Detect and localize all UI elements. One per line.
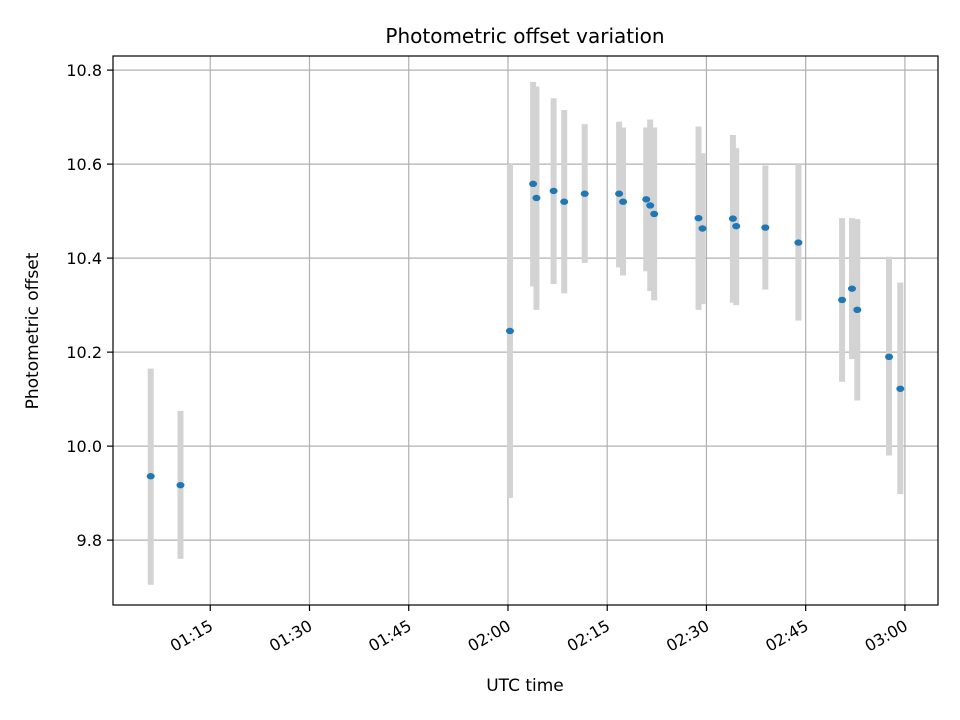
y-tick-label: 10.4 bbox=[66, 249, 102, 268]
data-point bbox=[505, 327, 514, 335]
data-point bbox=[698, 225, 707, 232]
data-point bbox=[794, 239, 803, 246]
data-point bbox=[694, 214, 703, 222]
data-point bbox=[615, 190, 624, 197]
y-tick-label: 10.2 bbox=[66, 343, 102, 362]
data-point bbox=[529, 180, 538, 188]
data-point bbox=[532, 194, 541, 202]
data-point bbox=[549, 187, 558, 195]
data-point bbox=[732, 222, 741, 230]
data-point bbox=[560, 198, 569, 205]
data-point bbox=[646, 202, 655, 209]
data-point bbox=[885, 353, 894, 361]
data-point bbox=[619, 198, 628, 205]
data-point bbox=[580, 190, 589, 197]
data-point bbox=[176, 481, 185, 489]
data-point bbox=[642, 196, 651, 203]
data-point bbox=[761, 224, 770, 231]
chart-title: Photometric offset variation bbox=[385, 24, 664, 48]
y-axis: 9.8 10.0 10.2 10.4 10.6 10.8 bbox=[66, 61, 113, 550]
y-tick-label: 10.0 bbox=[66, 437, 102, 456]
data-points bbox=[146, 180, 905, 489]
x-axis-title: UTC time bbox=[486, 676, 564, 696]
data-point bbox=[853, 306, 862, 314]
data-point bbox=[728, 215, 737, 222]
data-point bbox=[847, 285, 856, 292]
y-axis-title: Photometric offset bbox=[23, 252, 43, 409]
y-tick-label: 10.8 bbox=[66, 61, 102, 80]
y-tick-label: 9.8 bbox=[77, 531, 102, 550]
y-tick-label: 10.6 bbox=[66, 155, 102, 174]
plot-frame bbox=[112, 55, 939, 606]
data-point bbox=[146, 473, 155, 480]
data-point bbox=[650, 210, 659, 218]
data-point bbox=[838, 296, 847, 304]
data-point bbox=[896, 385, 905, 392]
